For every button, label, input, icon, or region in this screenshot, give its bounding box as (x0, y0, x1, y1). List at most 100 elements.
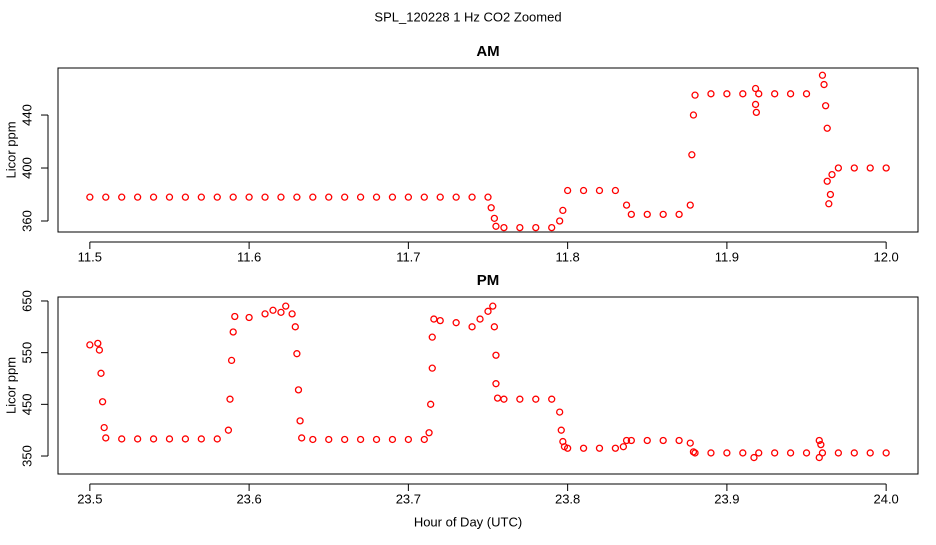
point (675, 436, 683, 445)
point (559, 206, 567, 215)
point (557, 426, 565, 434)
point (468, 193, 476, 201)
point (659, 210, 667, 219)
point (261, 193, 269, 201)
point (226, 395, 234, 403)
point (100, 423, 108, 432)
figure-title: SPL_120228 1 Hz CO2 Zoomed (374, 9, 561, 24)
point (755, 90, 763, 98)
point (229, 328, 237, 336)
point (595, 186, 604, 195)
x-tick-label: 11.7 (396, 249, 420, 264)
point (823, 177, 831, 185)
point (133, 435, 142, 443)
point (372, 193, 381, 201)
point (484, 193, 492, 201)
x-tick-label: 23.8 (555, 491, 580, 506)
point (548, 223, 556, 232)
point (492, 351, 500, 359)
point (489, 302, 497, 310)
panel-title: PM (477, 272, 500, 289)
point (197, 435, 205, 443)
point (468, 323, 476, 331)
x-tick-label: 23.5 (77, 491, 102, 506)
point (118, 193, 126, 201)
point (611, 186, 620, 195)
point (882, 449, 890, 457)
point (751, 100, 760, 109)
x-tick-label: 23.6 (236, 491, 261, 506)
point (149, 435, 158, 443)
point (341, 435, 349, 444)
point (452, 319, 460, 327)
point (245, 193, 253, 201)
point (689, 111, 698, 119)
point (828, 170, 836, 179)
point (133, 193, 142, 201)
x-tick-label: 24.0 (873, 491, 898, 506)
point (356, 435, 365, 444)
point (688, 151, 696, 159)
point (817, 440, 825, 449)
x-tick-label: 11.5 (78, 249, 102, 264)
point (425, 429, 433, 437)
point (388, 435, 397, 444)
point (436, 193, 444, 201)
point (579, 186, 588, 195)
x-tick-label: 23.7 (396, 491, 421, 506)
point (532, 223, 540, 232)
point (484, 307, 492, 315)
point (181, 435, 190, 443)
point (420, 193, 428, 201)
point (866, 164, 874, 172)
point (420, 435, 428, 444)
y-tick-label: 360 (19, 210, 34, 232)
point (643, 436, 651, 445)
point (686, 439, 694, 447)
point (563, 186, 572, 195)
x-tick-label: 23.9 (714, 491, 739, 506)
point (675, 210, 683, 219)
point (818, 71, 827, 79)
point (372, 435, 381, 444)
point (627, 210, 635, 219)
point (298, 434, 306, 442)
point (293, 193, 301, 201)
y-tick-label: 440 (19, 104, 34, 126)
point (739, 90, 747, 98)
point (619, 443, 628, 451)
point (866, 449, 874, 457)
point (691, 449, 699, 457)
point (288, 310, 296, 318)
y-tick-label: 350 (19, 445, 34, 467)
x-tick-label: 11.8 (555, 249, 579, 264)
point (643, 210, 651, 219)
point (261, 310, 269, 318)
point (723, 449, 731, 457)
point (309, 435, 317, 444)
point (771, 90, 779, 98)
x-tick-label: 12.0 (873, 249, 898, 264)
x-axis-label: Hour of Day (UTC) (414, 514, 522, 529)
point (404, 435, 413, 444)
point (476, 315, 484, 323)
point (428, 333, 436, 341)
point (118, 435, 126, 443)
point (490, 214, 499, 223)
y-tick-label: 400 (19, 157, 34, 179)
point (213, 193, 221, 201)
point (165, 435, 174, 443)
point (815, 436, 823, 445)
point (826, 190, 835, 199)
point (723, 90, 731, 98)
x-tick-label: 11.9 (715, 249, 739, 264)
point (224, 426, 233, 434)
point (296, 417, 304, 425)
point (95, 346, 104, 354)
point (755, 449, 763, 457)
point (686, 201, 694, 209)
point (229, 193, 237, 201)
point (882, 164, 890, 172)
